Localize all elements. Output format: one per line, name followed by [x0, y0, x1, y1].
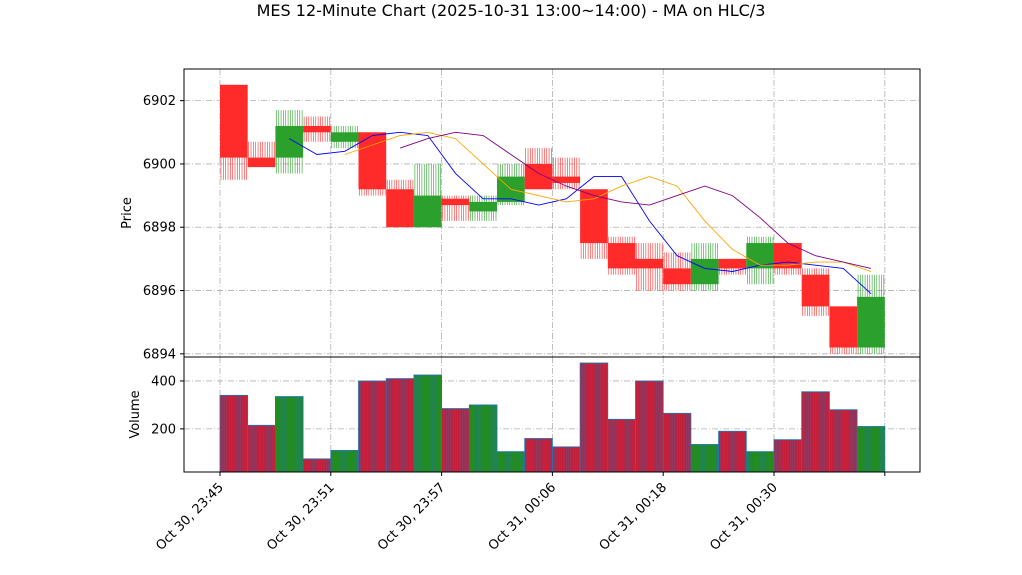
candle-body [718, 258, 747, 269]
candle-body [663, 268, 691, 285]
volume-bar [829, 409, 858, 473]
volume-bar [385, 378, 415, 473]
volume-bar [745, 451, 775, 473]
candle [829, 306, 858, 354]
x-tick-label: Oct 30, 23:51 [264, 480, 337, 553]
candle [441, 195, 470, 221]
price-ytick-label: 6894 [143, 347, 176, 362]
candle [303, 116, 331, 142]
candle [386, 179, 414, 228]
candle-body [524, 163, 553, 190]
volume-bar [856, 426, 886, 473]
candle [801, 268, 830, 316]
price-ytick-label: 6900 [143, 157, 176, 172]
x-tick-label: Oct 30, 23:45 [153, 480, 226, 553]
volume-bar [413, 374, 442, 473]
candle-body [635, 258, 664, 269]
candle-body [801, 274, 830, 307]
candle-body [441, 198, 470, 206]
candle-body [746, 243, 774, 269]
volume-bar [468, 404, 498, 473]
x-axis-ticks: Oct 30, 23:45 Oct 30, 23:51 Oct 30, 23:57 O… [153, 472, 886, 554]
volume-bar [773, 439, 803, 473]
volume-ytick-label: 200 [151, 422, 176, 437]
candle-body [552, 176, 581, 183]
candle-body [829, 306, 858, 348]
x-tick-label: Oct 31, 00:06 [486, 480, 559, 553]
volume-axis-label: Volume [128, 390, 143, 438]
volume-bar [358, 380, 387, 473]
x-tick-label: Oct 31, 00:30 [707, 480, 780, 553]
candle [469, 195, 497, 221]
candle [220, 84, 248, 180]
moving-averages [289, 131, 872, 295]
candle-body [247, 157, 276, 168]
x-tick-label: Oct 31, 00:18 [597, 480, 670, 553]
candle [275, 110, 304, 174]
candle-body [413, 195, 442, 228]
candle [580, 189, 608, 259]
price-grid [184, 69, 920, 357]
volume-bar [662, 412, 692, 473]
volume-ytick-label: 400 [151, 374, 176, 389]
moving-average-line-purple [399, 131, 872, 269]
candle [774, 243, 802, 275]
candle [247, 141, 276, 168]
candle [857, 274, 885, 354]
candle-body [607, 243, 636, 269]
price-ytick-label: 6902 [143, 94, 176, 109]
volume-bar [524, 438, 553, 473]
candle-body [386, 189, 414, 228]
price-ytick-label: 6898 [143, 221, 176, 236]
volume-bar [552, 446, 581, 473]
candle-body [774, 243, 802, 269]
price-axis-label: Price [120, 197, 135, 229]
price-y-ticks: 6894 6896 6898 6900 6902 [143, 94, 184, 362]
candle [663, 252, 691, 291]
price-panel: 6894 6896 6898 6900 6902 Price [120, 68, 921, 362]
candle-body [275, 125, 304, 158]
volume-bar [219, 394, 249, 473]
candle-body [220, 84, 248, 158]
volume-y-ticks: 200 400 [151, 374, 184, 437]
volume-bar [330, 450, 359, 473]
candle [690, 243, 719, 291]
x-tick-label: Oct 30, 23:57 [375, 480, 448, 553]
candle [330, 125, 359, 149]
moving-average-line-blue [289, 131, 872, 295]
candle-body [303, 125, 331, 133]
candle-body [469, 201, 497, 212]
volume-bar [690, 444, 720, 473]
volume-bar [635, 380, 664, 473]
candle [635, 243, 664, 291]
volume-bar [496, 451, 526, 473]
price-ytick-label: 6896 [143, 284, 176, 299]
volume-bar [302, 458, 332, 473]
volume-bar [579, 362, 609, 473]
chart-title: MES 12-Minute Chart (2025-10-31 13:00~14… [256, 1, 766, 20]
candle-body [857, 296, 885, 348]
volume-bar [274, 396, 304, 473]
volume-bar [441, 408, 470, 473]
volume-bar [718, 430, 747, 473]
candle-body [690, 258, 719, 285]
candle [524, 148, 553, 190]
volume-bar [247, 424, 276, 473]
candle [746, 236, 774, 285]
volume-bar [801, 391, 830, 473]
candle [552, 157, 581, 190]
candle [718, 258, 747, 275]
volume-panel: 200 400 Volume [128, 356, 921, 473]
candle-body [580, 189, 608, 244]
candle [607, 236, 636, 275]
moving-average-line-orange [344, 131, 872, 272]
volume-bar [607, 418, 636, 473]
candle-body [330, 132, 359, 142]
candle [413, 163, 442, 228]
